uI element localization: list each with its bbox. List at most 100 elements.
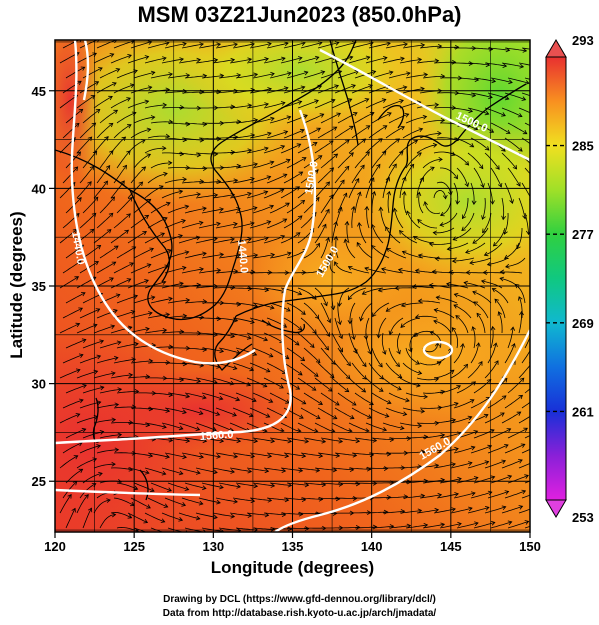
streamline-arrowhead [467, 461, 473, 466]
streamline-arrowhead [279, 188, 285, 193]
streamline-arrowhead [314, 99, 319, 104]
streamline [184, 301, 207, 304]
contour-label-1: 1440.0 [69, 230, 87, 265]
streamline-arrowhead [359, 316, 364, 322]
streamline [453, 304, 472, 319]
streamline-arrowhead [269, 204, 275, 210]
streamline-arrowhead [91, 276, 97, 281]
x-tick-label: 125 [123, 539, 145, 554]
streamline-arrowhead [111, 371, 116, 376]
streamline-arrowhead [145, 326, 150, 332]
streamline-arrowhead [230, 237, 235, 242]
streamline-arrowhead [510, 326, 516, 331]
streamline [388, 151, 404, 169]
streamline [433, 320, 452, 334]
streamline [263, 57, 286, 64]
streamline [337, 482, 360, 485]
streamline [406, 210, 421, 229]
streamline-arrowhead [540, 130, 544, 134]
streamline [501, 505, 523, 514]
streamline-arrowhead [182, 41, 187, 47]
streamline [331, 56, 353, 64]
streamline-arrowhead [198, 410, 204, 416]
streamline [235, 437, 258, 442]
streamline [419, 361, 442, 366]
streamline [378, 317, 387, 338]
streamline-arrowhead [434, 102, 440, 108]
streamline-arrowhead [297, 215, 303, 220]
streamline [150, 298, 173, 304]
streamline [419, 166, 435, 184]
streamline-arrowhead [345, 139, 350, 144]
streamline [96, 213, 114, 229]
streamline [348, 138, 366, 154]
streamline [422, 159, 443, 169]
streamline [334, 261, 353, 274]
streamline-arrowhead [146, 198, 152, 204]
streamline [212, 512, 235, 517]
streamline-arrowhead [326, 318, 332, 324]
streamline-arrowhead [378, 387, 384, 392]
streamline-arrowhead [129, 83, 135, 88]
streamline [246, 237, 269, 244]
streamline-arrowhead [247, 468, 253, 474]
streamline [320, 302, 331, 323]
streamline-arrowhead [388, 330, 394, 336]
streamline-arrowhead [301, 270, 307, 276]
streamline [96, 82, 117, 94]
streamline [249, 43, 272, 49]
streamline [96, 40, 118, 49]
streamline [382, 377, 402, 390]
streamline [436, 46, 459, 49]
streamline-arrowhead [253, 72, 259, 78]
streamline [338, 526, 360, 529]
streamline [76, 136, 92, 154]
streamline-arrowhead [232, 412, 237, 417]
streamline [246, 147, 269, 154]
streamline-arrowhead [423, 523, 429, 528]
x-tick-label: 150 [519, 539, 541, 554]
streamline-arrowhead [490, 325, 496, 331]
streamline-arrowhead [82, 384, 87, 389]
streamline [82, 245, 101, 259]
streamline-arrowhead [235, 396, 241, 402]
streamline-arrowhead [75, 212, 80, 218]
streamline [300, 452, 323, 457]
streamline-arrowhead [76, 151, 82, 157]
streamline [470, 47, 493, 50]
streamline-arrowhead [75, 322, 81, 328]
streamline-arrowhead [464, 182, 470, 188]
streamline [62, 123, 80, 139]
streamline [349, 302, 356, 324]
streamline-arrowhead [536, 65, 540, 69]
streamline-arrowhead [196, 378, 202, 384]
streamline [446, 283, 469, 289]
streamline-arrowhead [89, 228, 95, 234]
streamline [429, 331, 442, 349]
streamline-arrowhead [437, 131, 442, 136]
streamline [419, 494, 442, 499]
streamline [501, 411, 521, 424]
streamline-arrowhead [126, 213, 131, 218]
streamline [503, 212, 509, 235]
streamline [93, 180, 108, 199]
streamline [127, 376, 150, 379]
streamline-arrowhead [202, 438, 208, 444]
streamline [518, 415, 530, 424]
streamline-arrowhead [215, 411, 221, 416]
streamline [300, 42, 323, 49]
streamline [320, 153, 338, 169]
streamline [76, 370, 98, 379]
streamline-arrowhead [492, 241, 498, 247]
streamline [372, 302, 390, 317]
streamline-arrowhead [117, 432, 123, 438]
streamline [418, 192, 424, 214]
streamline-arrowhead [382, 56, 388, 61]
streamline [147, 217, 168, 229]
streamline [371, 191, 375, 214]
streamline [385, 163, 397, 184]
streamline [263, 422, 284, 432]
streamline [365, 511, 388, 514]
streamline [314, 56, 336, 64]
streamline [249, 362, 270, 373]
